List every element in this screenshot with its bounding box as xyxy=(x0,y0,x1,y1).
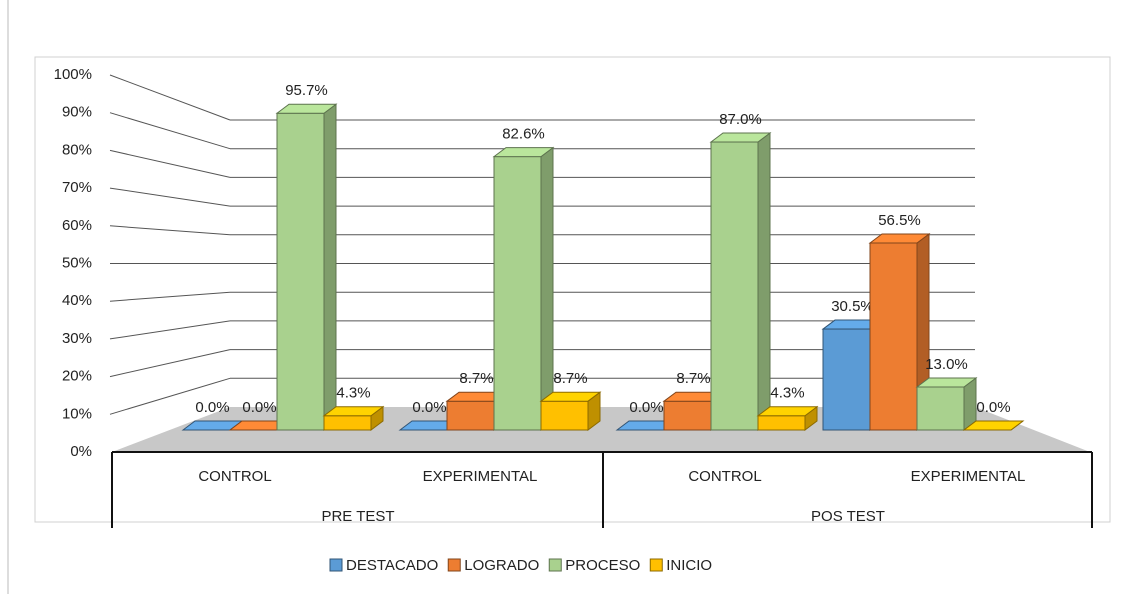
bar xyxy=(757,415,806,431)
bar xyxy=(916,386,965,431)
data-label: 4.3% xyxy=(336,385,370,402)
data-label: 95.7% xyxy=(285,82,328,99)
y-tick-label: 70% xyxy=(62,179,92,196)
y-tick-label: 0% xyxy=(70,443,92,460)
bar xyxy=(710,141,759,431)
data-label: 30.5% xyxy=(831,298,874,315)
data-label: 8.7% xyxy=(459,370,493,387)
x-tick-label: EXPERIMENTAL xyxy=(911,468,1026,485)
x-tick-label: CONTROL xyxy=(198,468,271,485)
grid-line-side xyxy=(109,291,231,302)
bar xyxy=(540,400,589,431)
bar-top xyxy=(962,420,1025,431)
bar-top xyxy=(709,132,772,143)
y-tick-label: 60% xyxy=(62,217,92,234)
grid-line-side xyxy=(109,74,231,121)
legend-label: DESTACADO xyxy=(346,557,438,574)
data-label: 8.7% xyxy=(676,370,710,387)
bar xyxy=(446,400,495,431)
bar-top xyxy=(322,406,385,417)
y-tick-label: 30% xyxy=(62,330,92,347)
bar xyxy=(663,400,712,431)
bar-top xyxy=(868,233,931,244)
legend-swatch xyxy=(649,558,663,572)
x-tick-label: CONTROL xyxy=(688,468,761,485)
bar xyxy=(822,328,871,431)
data-label: 0.0% xyxy=(195,399,229,416)
y-tick-label: 100% xyxy=(54,66,92,83)
y-tick-label: 20% xyxy=(62,368,92,385)
bar-top xyxy=(756,406,819,417)
grid-line-side xyxy=(109,320,231,340)
bar-side xyxy=(540,146,554,431)
bar-top xyxy=(275,103,338,114)
grid-line-side xyxy=(109,112,231,150)
grid-line-side xyxy=(109,225,231,236)
data-label: 0.0% xyxy=(242,399,276,416)
y-tick-label: 50% xyxy=(62,254,92,271)
grid-line-side xyxy=(109,349,231,378)
bar-top xyxy=(539,391,602,402)
grid-line-side xyxy=(109,377,231,415)
bar-side xyxy=(757,132,771,431)
y-tick-label: 10% xyxy=(62,405,92,422)
bar xyxy=(276,112,325,431)
data-label: 13.0% xyxy=(925,356,968,373)
grid-line-side xyxy=(109,187,231,207)
x-tick-label: EXPERIMENTAL xyxy=(423,468,538,485)
legend-swatch xyxy=(329,558,343,572)
legend-label: LOGRADO xyxy=(464,557,539,574)
group-label: POS TEST xyxy=(811,508,885,525)
data-label: 0.0% xyxy=(629,399,663,416)
data-label: 0.0% xyxy=(976,399,1010,416)
y-tick-label: 90% xyxy=(62,104,92,121)
bar-top xyxy=(492,147,555,158)
bar xyxy=(493,156,542,431)
bar xyxy=(869,242,918,431)
grid-line-side xyxy=(109,149,231,178)
data-label: 82.6% xyxy=(502,126,545,143)
data-label: 8.7% xyxy=(553,370,587,387)
y-tick-label: 40% xyxy=(62,292,92,309)
legend-label: INICIO xyxy=(666,557,712,574)
bar-top xyxy=(915,377,978,388)
group-label: PRE TEST xyxy=(321,508,394,525)
bar-side xyxy=(323,103,337,431)
legend-swatch xyxy=(447,558,461,572)
legend-swatch xyxy=(548,558,562,572)
data-label: 0.0% xyxy=(412,399,446,416)
legend-label: PROCESO xyxy=(565,557,640,574)
data-label: 56.5% xyxy=(878,212,921,229)
y-tick-label: 80% xyxy=(62,141,92,158)
data-label: 87.0% xyxy=(719,111,762,128)
bar xyxy=(323,415,372,431)
data-label: 4.3% xyxy=(770,385,804,402)
